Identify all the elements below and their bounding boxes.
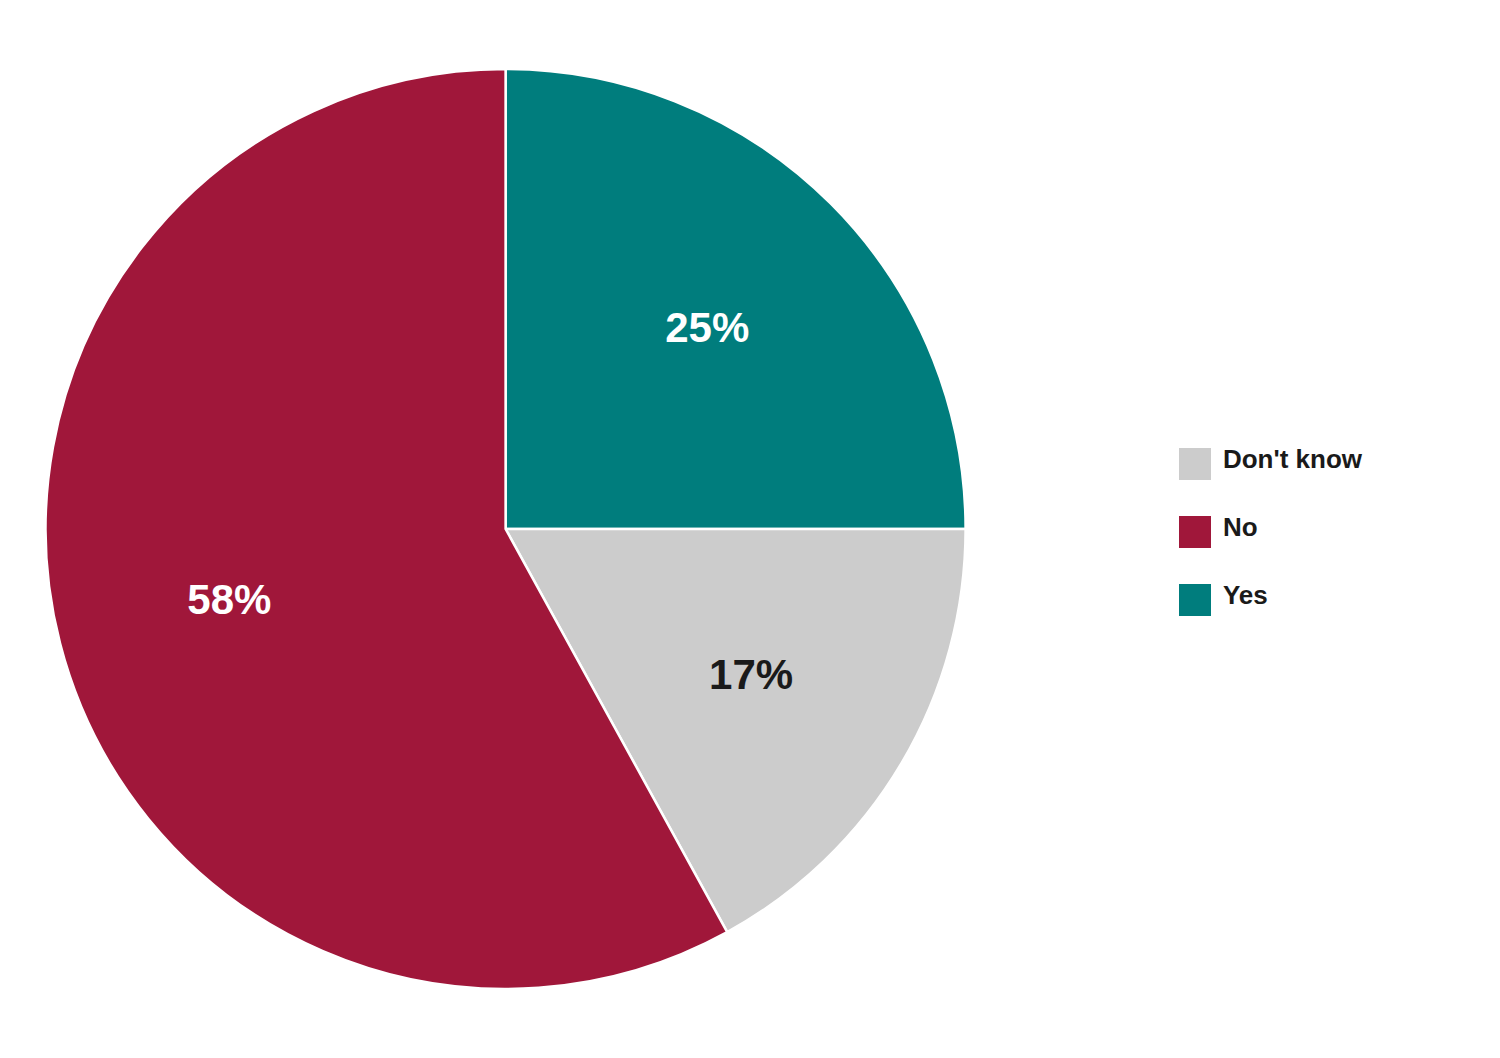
html-text:Don't know: Don't know <box>1222 444 1362 474</box>
svg-text:17%: 17% <box>709 651 793 698</box>
svg-text:58%: 58% <box>187 576 271 623</box>
html-text:Yes: Yes <box>1222 580 1268 610</box>
svg-text:25%: 25% <box>665 304 749 351</box>
html-text:No: No <box>1222 512 1258 542</box>
